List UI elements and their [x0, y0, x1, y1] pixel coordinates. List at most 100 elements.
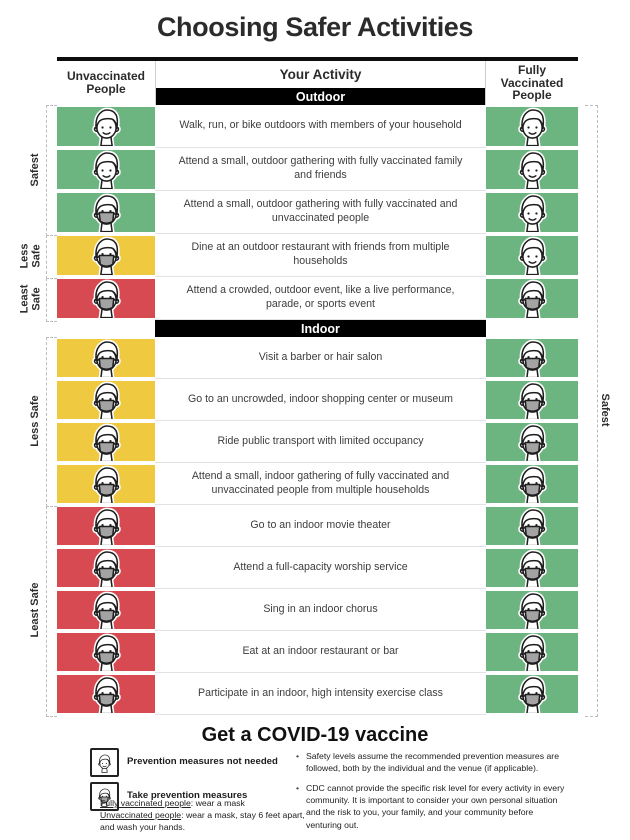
- risk-label-least-safe-indoor: Least Safe: [29, 582, 42, 638]
- face-icon: [510, 107, 555, 146]
- risk-label-safest-vaccinated: Safest: [598, 393, 611, 427]
- footnote-cdc-risk: CDC cannot provide the specific risk lev…: [294, 782, 566, 831]
- face-icon: [84, 423, 129, 461]
- activity-text: Attend a small, indoor gathering of full…: [155, 463, 486, 505]
- vaccinated-risk-cell: [486, 507, 578, 545]
- face-icon: [84, 675, 129, 713]
- vaccinated-risk-cell: [486, 236, 578, 275]
- legend-details: Fully vaccinated people: wear a mask Unv…: [100, 797, 314, 834]
- face-masked-icon: [510, 549, 555, 587]
- activity-text: Go to an indoor movie theater: [155, 505, 486, 547]
- unvaccinated-risk-cell: [57, 381, 155, 419]
- section-bar-outdoor: Outdoor: [156, 88, 485, 105]
- unvaccinated-risk-cell: [57, 465, 155, 503]
- activity-text: Attend a full-capacity worship service: [155, 547, 486, 589]
- footnotes: Safety levels assume the recommended pre…: [294, 750, 566, 838]
- face-icon: [84, 633, 129, 671]
- bracket-vaccinated-safest: [585, 105, 598, 717]
- vaccinated-risk-cell: [486, 633, 578, 671]
- activity-text: Participate in an indoor, high intensity…: [155, 673, 486, 715]
- bracket-outdoor-less-safe: [46, 235, 57, 279]
- vaccinated-risk-cell: [486, 465, 578, 503]
- face-icon: [84, 279, 129, 318]
- face-masked-icon: [510, 507, 555, 545]
- legend-detail-text: : wear a mask, stay 6 feet apart, and wa…: [100, 810, 305, 833]
- activity-table: Unvaccinated People Your Activity Outdoo…: [57, 61, 578, 715]
- activity-text: Attend a small, outdoor gathering with f…: [155, 191, 486, 234]
- table-row: Attend a small, outdoor gathering with f…: [57, 148, 578, 191]
- activity-text: Attend a crowded, outdoor event, like a …: [155, 277, 486, 320]
- face-unmasked-icon: [510, 107, 555, 146]
- activity-text: Walk, run, or bike outdoors with members…: [155, 105, 486, 148]
- face-masked-icon: [84, 633, 129, 671]
- table-row: Attend a full-capacity worship service: [57, 547, 578, 589]
- legend-term-unvaccinated: Unvaccinated people: [100, 810, 182, 821]
- vaccinated-risk-cell: [486, 339, 578, 377]
- face-icon: [84, 507, 129, 545]
- risk-label-less-safe-indoor: Less Safe: [29, 395, 42, 447]
- face-icon: [84, 591, 129, 629]
- legend-label: Take prevention measures: [127, 790, 248, 802]
- column-header-unvaccinated: Unvaccinated People: [66, 69, 146, 96]
- face-masked-icon: [510, 339, 555, 377]
- face-masked-icon: [510, 633, 555, 671]
- activity-text: Dine at an outdoor restaurant with frien…: [155, 234, 486, 277]
- face-masked-icon: [84, 675, 129, 713]
- legend-term-fully-vaccinated: Fully vaccinated people: [100, 798, 191, 808]
- bracket-outdoor-least-safe: [46, 278, 57, 322]
- face-masked-icon: [510, 423, 555, 461]
- unvaccinated-risk-cell: [57, 591, 155, 629]
- table-row: Attend a crowded, outdoor event, like a …: [57, 277, 578, 320]
- face-masked-icon: [84, 236, 129, 275]
- face-unmasked-legend-icon: [90, 748, 119, 777]
- face-icon: [510, 549, 555, 587]
- vaccinated-risk-cell: [486, 107, 578, 146]
- face-masked-icon: [510, 591, 555, 629]
- table-row: Eat at an indoor restaurant or bar: [57, 631, 578, 673]
- legend-row-take-measures: Take prevention measures: [90, 782, 298, 811]
- table-row: Sing in an indoor chorus: [57, 589, 578, 631]
- vaccinated-risk-cell: [486, 675, 578, 713]
- section-bar-indoor: Indoor: [155, 320, 486, 337]
- footnote-safety-levels: Safety levels assume the recommended pre…: [294, 750, 566, 775]
- face-icon: [84, 107, 129, 146]
- column-header-activity: Your Activity Outdoor: [155, 61, 486, 105]
- unvaccinated-risk-cell: [57, 507, 155, 545]
- page-title: Choosing Safer Activities: [156, 12, 474, 42]
- face-masked-legend-icon: [90, 782, 119, 811]
- legend-detail-text: : wear a mask: [190, 798, 245, 808]
- face-masked-icon: [84, 423, 129, 461]
- face-masked-icon: [510, 381, 555, 419]
- risk-label-least-safe-outdoor: Least Safe: [18, 284, 42, 314]
- face-icon: [84, 236, 129, 275]
- legend-label: Prevention measures not needed: [127, 756, 278, 768]
- face-icon: [510, 633, 555, 671]
- face-icon: [84, 465, 129, 503]
- vaccinated-risk-cell: [486, 279, 578, 318]
- vaccine-heading: Get a COVID-19 vaccine: [201, 724, 429, 746]
- face-masked-icon: [510, 279, 555, 318]
- vaccinated-risk-cell: [486, 381, 578, 419]
- activity-text: Visit a barber or hair salon: [155, 337, 486, 379]
- bracket-outdoor-safest: [46, 105, 57, 236]
- face-masked-icon: [84, 591, 129, 629]
- vaccinated-risk-cell: [486, 549, 578, 587]
- unvaccinated-risk-cell: [57, 236, 155, 275]
- risk-label-safest-outdoor: Safest: [29, 153, 42, 187]
- face-masked-icon: [84, 507, 129, 545]
- activity-text: Eat at an indoor restaurant or bar: [155, 631, 486, 673]
- face-unmasked-icon: [510, 236, 555, 275]
- table-row: Go to an uncrowded, indoor shopping cent…: [57, 379, 578, 421]
- face-masked-icon: [510, 465, 555, 503]
- face-icon: [510, 150, 555, 189]
- unvaccinated-risk-cell: [57, 193, 155, 232]
- unvaccinated-risk-cell: [57, 107, 155, 146]
- face-icon: [510, 236, 555, 275]
- table-row: Dine at an outdoor restaurant with frien…: [57, 234, 578, 277]
- face-masked-icon: [84, 549, 129, 587]
- table-row: Walk, run, or bike outdoors with members…: [57, 105, 578, 148]
- face-icon: [510, 423, 555, 461]
- unvaccinated-risk-cell: [57, 549, 155, 587]
- face-unmasked-icon: [84, 107, 129, 146]
